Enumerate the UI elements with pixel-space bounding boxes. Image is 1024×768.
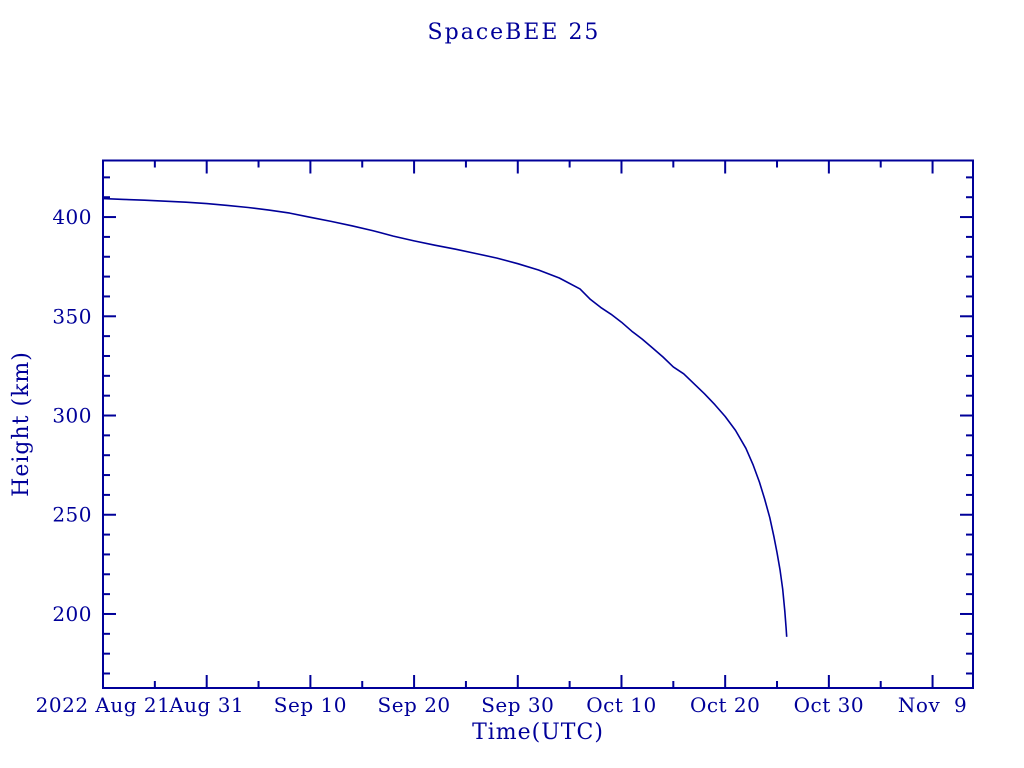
x-tick-label: Nov 9 [898, 693, 967, 717]
decay-curve [102, 197, 788, 637]
height-decay-line [102, 197, 788, 637]
y-axis-title: Height (km) [9, 351, 34, 497]
y-tick-label: 300 [52, 404, 92, 428]
y-tick-label: 400 [52, 205, 92, 229]
x-tick-label: Sep 10 [274, 693, 347, 717]
axis-ticks [102, 160, 973, 688]
x-tick-label: Oct 20 [690, 693, 760, 717]
y-tick-label: 350 [52, 304, 92, 328]
y-tick-label: 250 [52, 503, 92, 527]
x-tick-label: Sep 30 [481, 693, 554, 717]
y-tick-label: 200 [52, 602, 92, 626]
x-tick-label: Oct 10 [586, 693, 656, 717]
chart-title: SpaceBEE 25 [428, 20, 601, 45]
x-tick-label: Oct 30 [794, 693, 864, 717]
x-tick-label: 2022 Aug 21 [36, 693, 171, 717]
plot-frame [102, 159, 974, 689]
x-tick-label: Sep 20 [378, 693, 451, 717]
y-tick-labels: 200 250 300 350 400 [52, 205, 92, 626]
plot-border [102, 159, 974, 689]
x-tick-label: Aug 31 [168, 693, 244, 717]
x-axis-title: Time(UTC) [472, 720, 604, 745]
